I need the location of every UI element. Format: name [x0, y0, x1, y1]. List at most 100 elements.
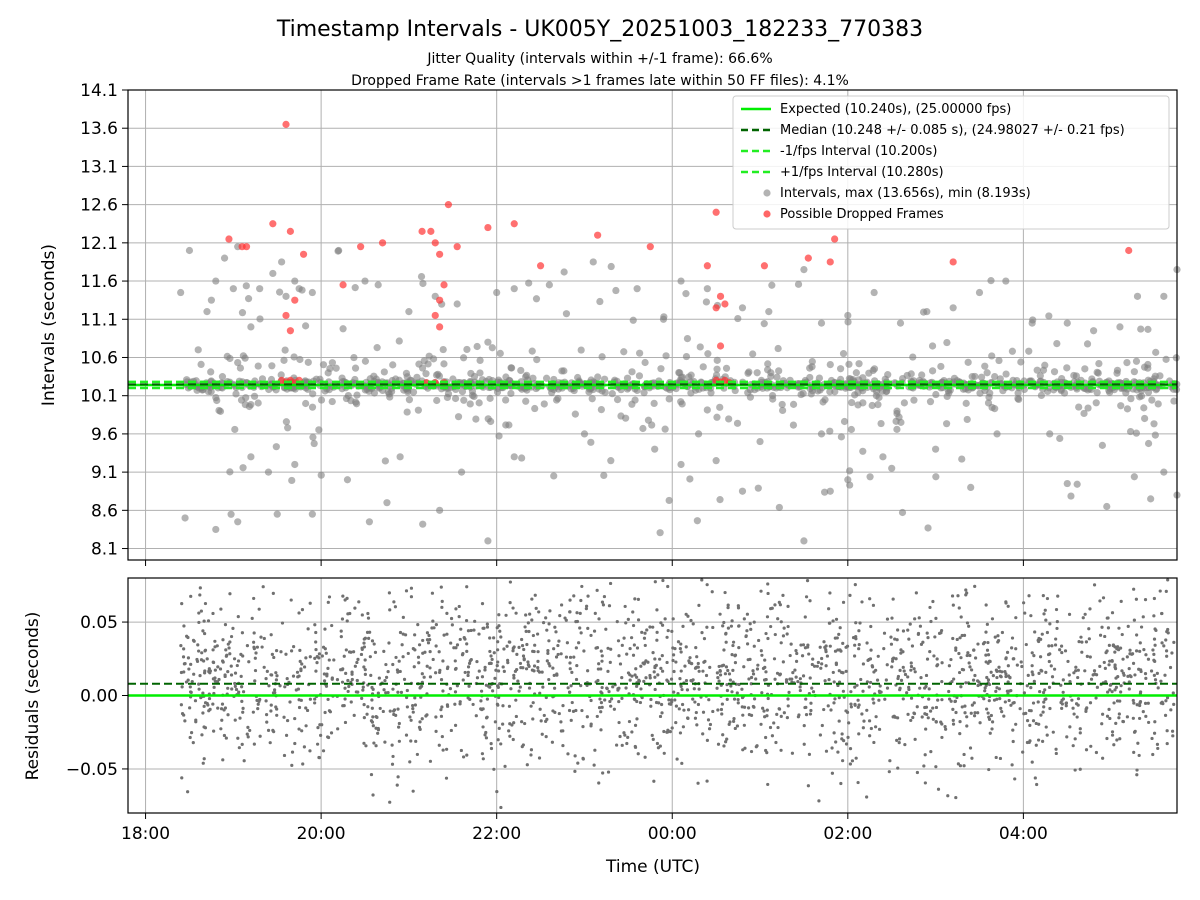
residual-point	[229, 673, 234, 677]
residual-point	[615, 743, 619, 747]
residual-point	[722, 648, 726, 652]
intervals-y-tick-label-0: 8.1	[91, 540, 118, 560]
interval-point	[250, 392, 259, 400]
interval-point	[716, 496, 724, 504]
residual-point	[434, 622, 438, 627]
interval-point	[713, 413, 721, 421]
residual-point	[999, 706, 1003, 710]
residual-point	[1010, 763, 1014, 767]
residual-point	[300, 662, 304, 666]
residual-point	[966, 651, 970, 655]
residual-point	[489, 742, 493, 746]
residual-point	[182, 624, 186, 628]
interval-point	[1036, 372, 1044, 380]
residual-point	[434, 729, 438, 733]
residual-point	[988, 731, 992, 735]
residual-point	[950, 594, 955, 598]
residual-point	[1045, 630, 1050, 635]
residual-point	[1073, 737, 1077, 741]
residual-point	[1005, 650, 1010, 654]
residual-point	[211, 660, 216, 665]
interval-point	[254, 399, 262, 407]
residual-point	[370, 639, 375, 643]
residual-point	[235, 663, 239, 668]
residual-point	[536, 659, 540, 664]
residual-point	[555, 673, 559, 677]
interval-point-outlier-89	[1098, 441, 1106, 449]
residual-point	[786, 697, 790, 701]
dropped-frame-point-13	[418, 227, 426, 235]
residual-point	[867, 719, 872, 723]
residual-point	[323, 627, 327, 631]
residual-point	[660, 711, 664, 715]
residual-point	[990, 617, 995, 621]
residual-point	[744, 634, 748, 638]
residual-point	[967, 661, 971, 665]
residual-point	[648, 676, 652, 680]
residual-point	[187, 667, 191, 671]
interval-point	[733, 419, 742, 427]
interval-point	[328, 359, 336, 367]
residual-point	[1000, 630, 1005, 635]
interval-point	[598, 353, 606, 361]
x-tick-label-1: 20:00	[297, 824, 346, 844]
residual-point	[693, 716, 698, 720]
residual-point	[250, 616, 254, 620]
residual-point	[653, 664, 657, 668]
residual-point	[816, 660, 820, 665]
interval-point	[660, 313, 668, 321]
interval-point-outlier-13	[282, 292, 290, 300]
residual-point	[475, 676, 480, 680]
residual-point	[1085, 654, 1089, 658]
residual-point	[755, 744, 759, 748]
interval-point	[433, 396, 441, 405]
residual-point	[188, 735, 192, 740]
interval-point	[977, 373, 986, 381]
x-tick-label-5: 04:00	[999, 824, 1048, 844]
residual-point	[241, 710, 245, 714]
interval-point	[768, 281, 776, 289]
residual-point	[530, 618, 534, 622]
residual-point	[964, 588, 968, 592]
residual-point	[831, 670, 835, 675]
residual-point	[200, 651, 204, 655]
residual-point	[1048, 622, 1052, 626]
residual-point	[328, 710, 333, 714]
residual-point	[431, 619, 435, 623]
residual-point	[525, 642, 529, 647]
residual-point	[1144, 714, 1148, 718]
dropped-frame-point-38	[949, 258, 957, 266]
residual-point	[319, 733, 323, 737]
residual-point	[679, 684, 683, 689]
residual-point	[524, 613, 528, 617]
residual-point	[779, 620, 783, 624]
residual-point	[409, 739, 413, 743]
residual-point	[183, 719, 187, 723]
residual-point	[837, 696, 841, 700]
residual-point	[759, 722, 763, 726]
dropped-frame-point-28	[703, 262, 711, 270]
interval-point	[722, 364, 731, 372]
residual-point	[1012, 657, 1016, 661]
interval-point-outlier-28	[633, 285, 641, 293]
residual-point	[523, 625, 527, 629]
interval-point	[1080, 409, 1088, 418]
residual-point	[759, 589, 763, 593]
residual-point	[313, 656, 317, 660]
residual-point	[1029, 614, 1033, 618]
interval-point-outlier-85	[879, 453, 887, 461]
residual-point	[1146, 701, 1150, 705]
residual-point	[308, 749, 312, 753]
residuals-points	[179, 578, 1176, 810]
residual-point	[355, 678, 359, 683]
residual-point	[1152, 658, 1156, 662]
residual-point	[705, 779, 709, 783]
residual-point	[308, 601, 312, 605]
residual-point	[853, 643, 857, 647]
residual-point	[511, 649, 515, 653]
residual-point	[325, 672, 329, 676]
intervals-y-tick-label-4: 10.1	[80, 387, 118, 407]
residual-point	[378, 706, 382, 711]
residual-point	[903, 672, 908, 677]
residual-point	[431, 657, 435, 662]
